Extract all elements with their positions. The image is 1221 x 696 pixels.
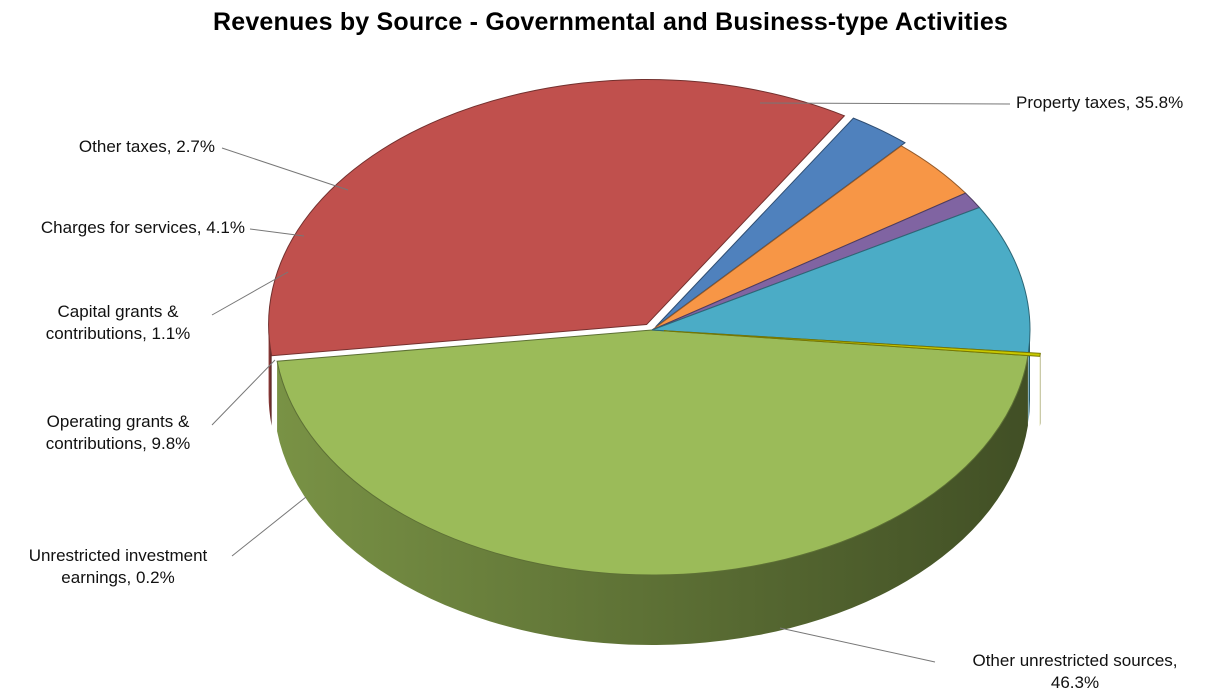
label-operating-grants-contributions: Operating grants & contributions, 9.8%: [46, 412, 191, 453]
slice-other-unrestricted-sources: [276, 329, 1029, 576]
pie-side-1: [268, 324, 272, 426]
label-other-unrestricted-sources: Other unrestricted sources, 46.3%: [972, 651, 1177, 692]
data-labels: Other unrestricted sources, 46.3% Property…: [29, 93, 1184, 692]
leader-line: [249, 228, 305, 237]
slice-property-taxes: [268, 79, 846, 357]
label-capital-grants-contributions: Capital grants & contributions, 1.1%: [46, 302, 191, 343]
slice-operating-grants-contributions: [651, 206, 1031, 354]
leader-line: [211, 359, 276, 426]
pie-sides: [268, 324, 1041, 646]
pie-tops: [268, 79, 1041, 576]
label-charges-for-services: Charges for services, 4.1%: [41, 218, 245, 237]
label-other-taxes: Other taxes, 2.7%: [79, 137, 215, 156]
slice-other-taxes: [655, 117, 906, 328]
chart-title: Revenues by Source - Governmental and Bu…: [212, 8, 1009, 36]
leader-line: [221, 147, 349, 191]
leader-line: [759, 102, 1011, 105]
leader-line: [779, 627, 936, 663]
label-property-taxes: Property taxes, 35.8%: [1016, 93, 1183, 112]
slice-unrestricted-investment-earnings: [663, 330, 1041, 357]
leader-line: [211, 271, 289, 316]
leader-line: [231, 496, 307, 557]
pie-side-0: [277, 355, 1028, 646]
label-unrestricted-investment-earnings: Unrestricted investment earnings, 0.2%: [29, 546, 208, 587]
